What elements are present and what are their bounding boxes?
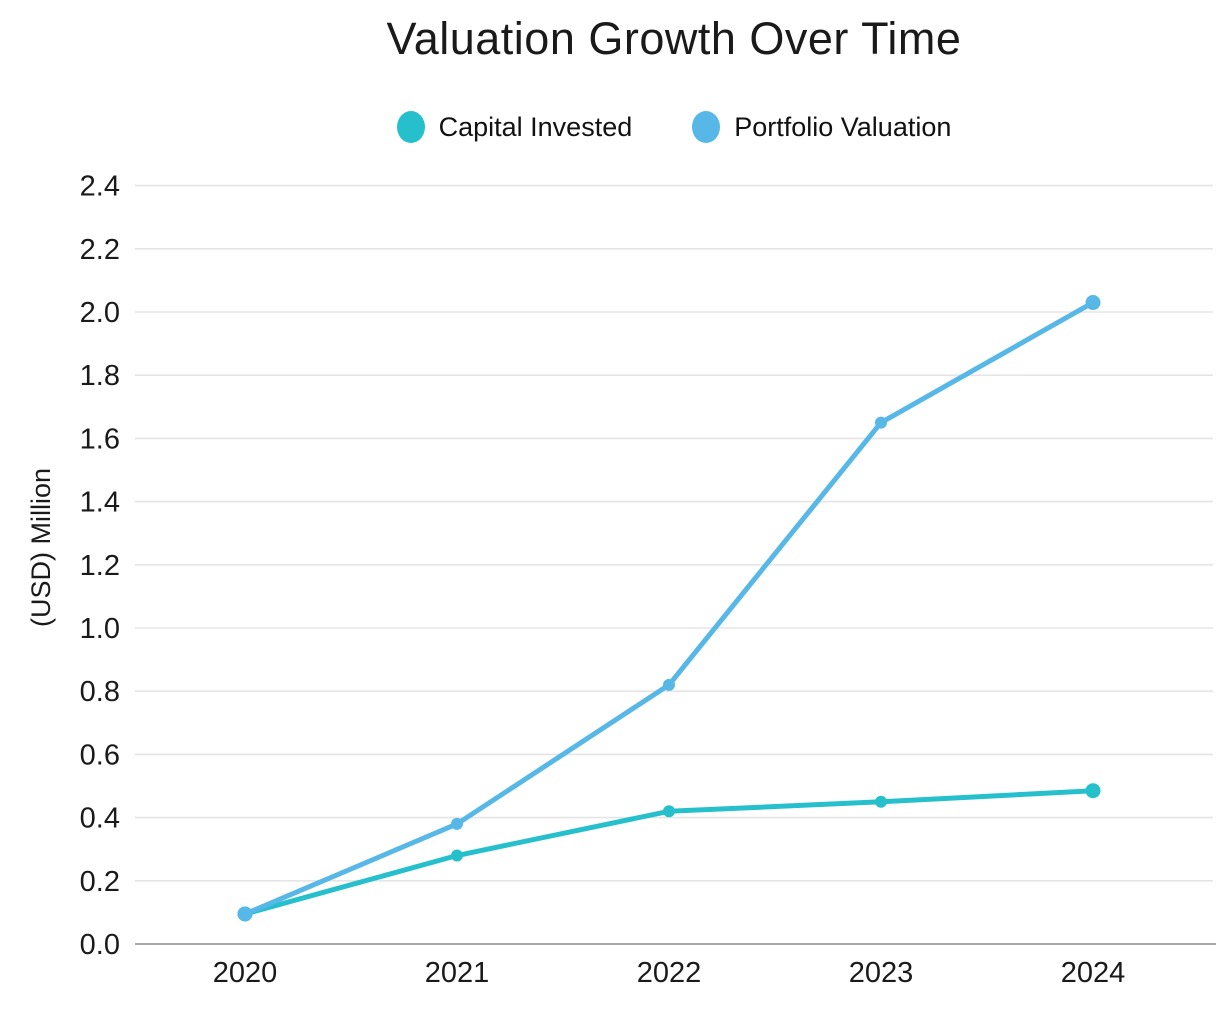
y-tick-label: 1.8 (80, 360, 120, 392)
data-point-capital-invested (451, 849, 463, 862)
y-tick-label: 1.0 (80, 613, 120, 645)
y-tick-label: 0.6 (80, 739, 120, 771)
y-tick-label: 0.8 (80, 676, 120, 708)
series-line-portfolio-valuation (242, 300, 1096, 917)
y-tick-label: 2.4 (80, 171, 120, 203)
x-tick-label: 2022 (637, 957, 702, 989)
legend-label-capital-invested: Capital Invested (438, 111, 633, 142)
data-point-capital-invested (1085, 783, 1101, 799)
x-tick-label: 2023 (849, 957, 914, 989)
data-point-capital-invested (663, 805, 675, 818)
y-tick-label: 2.2 (80, 234, 120, 266)
legend-item-capital-invested: Capital Invested (396, 111, 633, 143)
data-point-capital-invested (875, 795, 887, 808)
y-tick-label: 1.6 (80, 423, 120, 455)
y-tick-label: 1.2 (80, 550, 120, 582)
portfolio-valuation-dot-icon (692, 111, 721, 143)
capital-invested-dot-icon (396, 111, 425, 143)
data-point-portfolio-valuation (237, 906, 253, 922)
data-point-portfolio-valuation (1085, 295, 1101, 311)
y-tick-label: 2.0 (80, 297, 120, 329)
chart-title: Valuation Growth Over Time (386, 13, 962, 64)
y-tick-label: 0.2 (80, 866, 120, 898)
x-tick-label: 2021 (425, 957, 490, 989)
y-tick-label: 1.4 (80, 487, 120, 519)
line-chart-plot-area: 0.0 0.2 0.4 0.6 0.8 1.0 1.2 1.4 1.6 1.8 2.0 2.2 2.4 2… (80, 171, 1216, 989)
chart-legend: Capital Invested Portfolio Valuation (135, 105, 1213, 149)
data-point-portfolio-valuation (663, 678, 675, 691)
data-point-portfolio-valuation (875, 416, 887, 429)
y-tick-label: 0.4 (80, 803, 120, 835)
x-tick-label: 2024 (1061, 957, 1126, 989)
x-tick-label: 2020 (213, 957, 278, 989)
chart-header: Valuation Growth Over Time (135, 14, 1213, 64)
legend-label-portfolio-valuation: Portfolio Valuation (734, 111, 952, 142)
data-point-portfolio-valuation (451, 817, 463, 830)
legend-item-portfolio-valuation: Portfolio Valuation (692, 111, 951, 143)
y-tick-label: 0.0 (80, 929, 120, 961)
